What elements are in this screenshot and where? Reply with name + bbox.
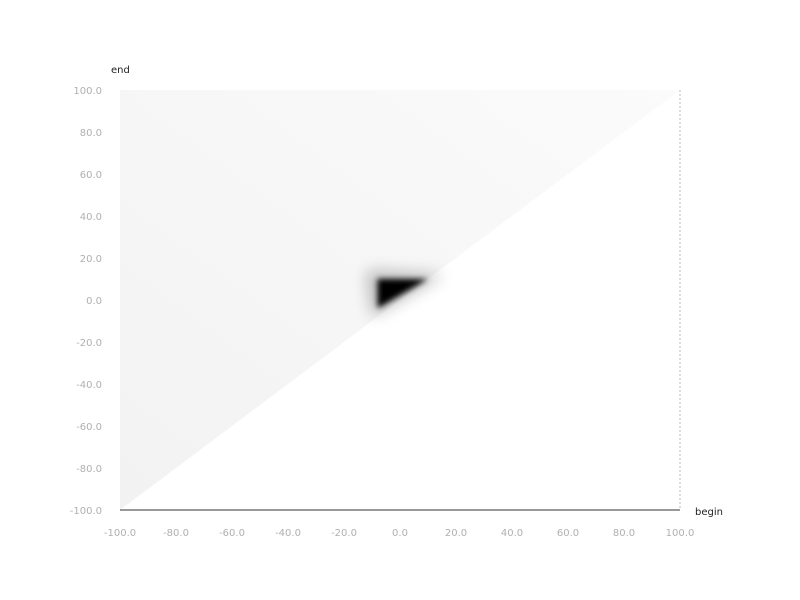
- y-tick-label: -60.0: [76, 422, 102, 433]
- x-tick-label: 60.0: [557, 528, 579, 539]
- y-tick-label: 100.0: [73, 86, 102, 97]
- x-tick-label: -100.0: [104, 528, 136, 539]
- heatmap-dense-region: [377, 279, 428, 309]
- y-tick-label: 80.0: [80, 128, 102, 139]
- x-tick-label: -80.0: [163, 528, 189, 539]
- x-tick-labels: -100.0 -80.0 -60.0 -40.0 -20.0 0.0 20.0 40.0 60.…: [104, 528, 694, 539]
- y-tick-label: -20.0: [76, 338, 102, 349]
- y-tick-label: -80.0: [76, 464, 102, 475]
- y-axis-title: end: [111, 65, 130, 76]
- y-tick-label: 40.0: [80, 212, 102, 223]
- x-tick-label: 80.0: [613, 528, 635, 539]
- x-tick-label: -20.0: [331, 528, 357, 539]
- plot-area: [120, 90, 680, 510]
- x-axis-title: begin: [695, 507, 723, 518]
- x-tick-label: 20.0: [445, 528, 467, 539]
- y-tick-label: 20.0: [80, 254, 102, 265]
- x-tick-label: 0.0: [392, 528, 408, 539]
- y-tick-label: 60.0: [80, 170, 102, 181]
- y-tick-label: 0.0: [86, 296, 102, 307]
- y-tick-label: -40.0: [76, 380, 102, 391]
- x-tick-label: 40.0: [501, 528, 523, 539]
- x-tick-label: -40.0: [275, 528, 301, 539]
- y-tick-labels: 100.0 80.0 60.0 40.0 20.0 0.0 -20.0 -40.0 -60.0 -…: [70, 86, 102, 517]
- y-tick-label: -100.0: [70, 506, 102, 517]
- x-tick-label: 100.0: [666, 528, 695, 539]
- x-tick-label: -60.0: [219, 528, 245, 539]
